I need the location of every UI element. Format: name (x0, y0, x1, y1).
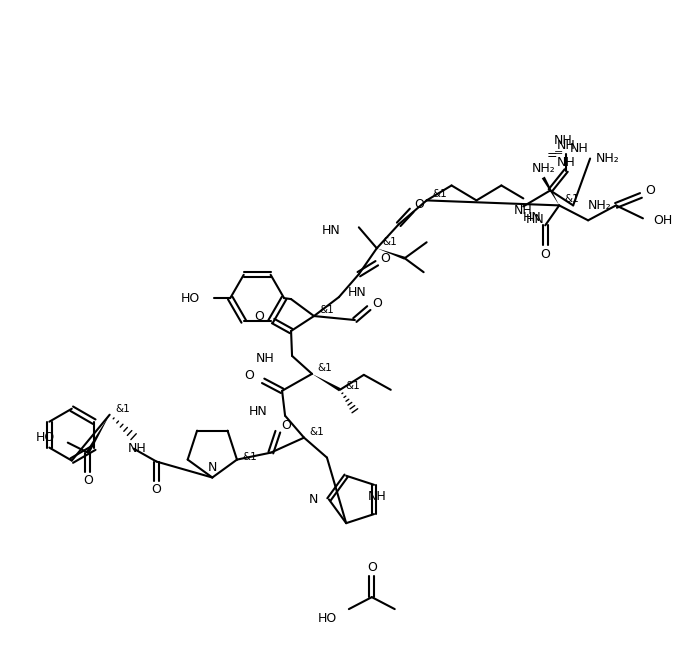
Text: O: O (254, 310, 264, 323)
Text: NH₂: NH₂ (588, 199, 612, 212)
Polygon shape (542, 176, 559, 205)
Text: O: O (372, 297, 382, 310)
Text: O: O (367, 561, 377, 574)
Text: HN: HN (248, 405, 267, 419)
Text: NH₂: NH₂ (531, 162, 555, 175)
Text: &1: &1 (346, 381, 360, 391)
Text: =: = (547, 149, 558, 162)
Text: NH: NH (368, 490, 386, 503)
Text: HN: HN (348, 285, 367, 298)
Text: O: O (540, 248, 550, 260)
Text: NH: NH (514, 204, 533, 217)
Text: HO: HO (318, 611, 337, 625)
Text: &1: &1 (382, 237, 397, 247)
Text: &1: &1 (310, 426, 325, 437)
Text: O: O (281, 419, 291, 432)
Text: &1: &1 (115, 403, 130, 414)
Text: &1: &1 (432, 190, 447, 199)
Text: HN: HN (322, 224, 341, 237)
Text: HO: HO (181, 292, 200, 304)
Polygon shape (377, 248, 405, 260)
Text: NH: NH (557, 139, 576, 152)
Text: =: = (554, 148, 563, 159)
Text: &1: &1 (319, 305, 334, 315)
Text: O: O (380, 252, 389, 265)
Text: NH: NH (570, 142, 589, 155)
Text: N: N (208, 461, 217, 474)
Text: NH: NH (255, 352, 274, 365)
Text: O: O (645, 184, 655, 197)
Text: HN: HN (522, 211, 541, 224)
Text: &1: &1 (565, 194, 580, 205)
Text: HN: HN (526, 213, 544, 226)
Text: NH: NH (554, 134, 572, 147)
Text: OH: OH (653, 214, 672, 227)
Polygon shape (86, 415, 109, 453)
Text: HO: HO (36, 431, 55, 444)
Text: NH: NH (128, 442, 147, 455)
Text: O: O (414, 198, 425, 211)
Text: O: O (152, 483, 161, 496)
Text: &1: &1 (242, 451, 257, 462)
Text: O: O (244, 369, 254, 382)
Text: &1: &1 (317, 363, 332, 373)
Text: N: N (308, 493, 318, 506)
Text: NH₂: NH₂ (596, 152, 620, 165)
Text: NH: NH (557, 156, 576, 169)
Polygon shape (312, 374, 341, 392)
Text: O: O (83, 474, 92, 487)
